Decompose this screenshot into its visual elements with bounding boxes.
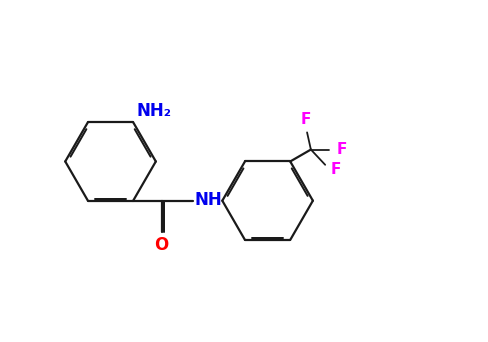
- Text: NH: NH: [195, 191, 223, 209]
- Text: F: F: [331, 162, 341, 177]
- Text: NH₂: NH₂: [137, 102, 172, 120]
- Text: F: F: [337, 142, 347, 157]
- Text: O: O: [154, 236, 168, 254]
- Text: F: F: [301, 112, 311, 127]
